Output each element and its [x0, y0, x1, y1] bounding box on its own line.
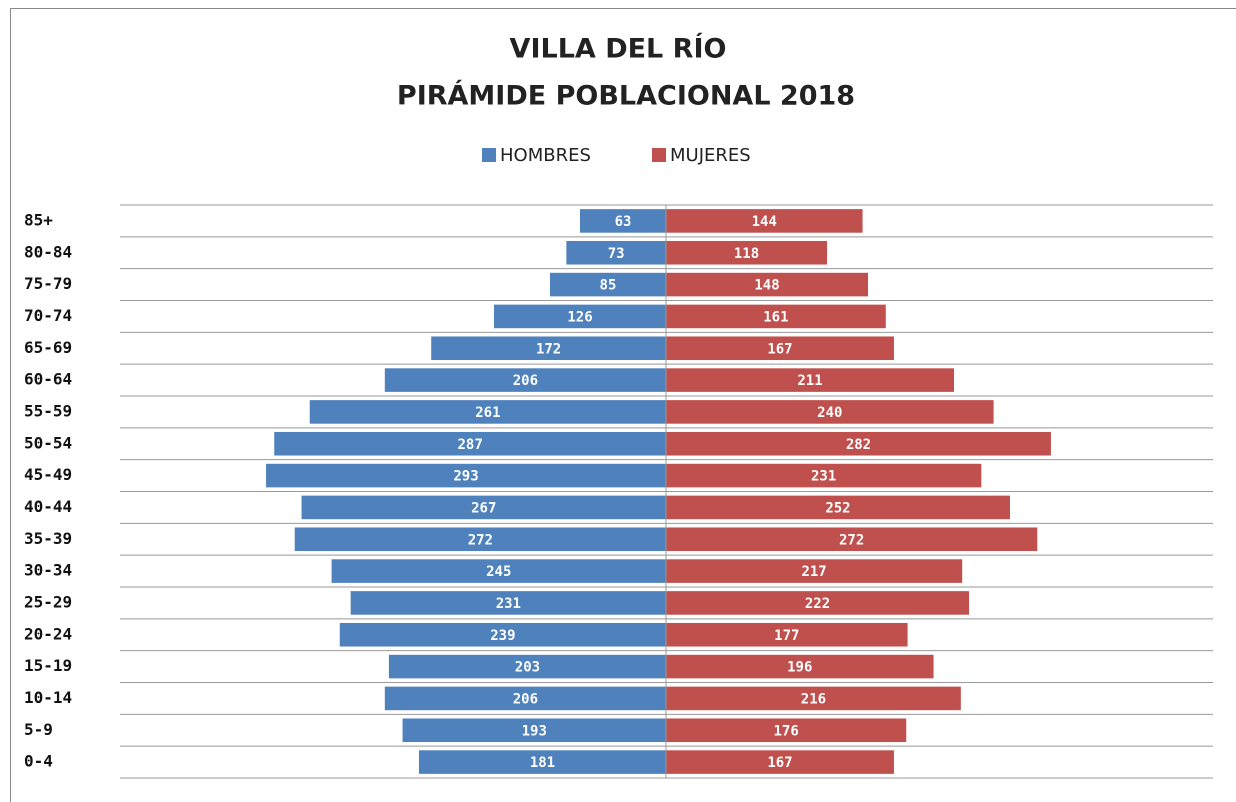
bar	[666, 400, 994, 424]
bar	[418, 750, 666, 774]
bar	[384, 368, 666, 392]
bar	[666, 209, 863, 233]
data-label: 85	[600, 278, 617, 294]
data-label: 211	[797, 373, 822, 389]
data-label: 177	[774, 628, 799, 644]
bar	[666, 622, 908, 647]
y-tick-label: 60-64	[24, 370, 72, 389]
bar	[266, 463, 666, 488]
data-label: 267	[471, 500, 496, 516]
data-label: 240	[817, 405, 842, 421]
y-tick-label: 65-69	[24, 338, 72, 357]
data-label: 196	[787, 660, 812, 676]
bar	[666, 304, 886, 329]
data-label: 272	[468, 532, 493, 548]
bar	[494, 304, 666, 329]
data-label: 206	[513, 373, 538, 389]
bar	[294, 527, 666, 552]
data-label: 203	[515, 660, 540, 676]
bar	[666, 559, 963, 583]
data-label: 167	[767, 341, 792, 357]
y-tick-label: 45-49	[24, 465, 72, 484]
bar	[301, 495, 666, 520]
data-label: 216	[801, 691, 826, 707]
data-label: 118	[734, 246, 759, 262]
data-label: 193	[522, 723, 547, 739]
data-label: 293	[453, 469, 478, 485]
data-label: 144	[752, 214, 777, 230]
data-label: 252	[825, 500, 850, 516]
chart-subtitle: PIRÁMIDE POBLACIONAL 2018	[397, 80, 855, 112]
bar	[666, 750, 894, 774]
data-label: 217	[801, 564, 826, 580]
legend-label: MUJERES	[670, 145, 751, 166]
y-tick-label: 25-29	[24, 592, 72, 611]
bar	[666, 431, 1051, 456]
data-label: 148	[754, 278, 779, 294]
bar	[331, 559, 666, 583]
data-label: 172	[536, 341, 561, 357]
data-label: 126	[567, 309, 592, 325]
bar	[666, 240, 828, 265]
y-tick-label: 30-34	[24, 561, 72, 580]
y-tick-label: 80-84	[24, 242, 72, 261]
y-tick-label: 10-14	[24, 688, 72, 707]
bar	[549, 272, 666, 297]
bar	[350, 591, 666, 615]
bar	[666, 718, 907, 743]
chart-title: VILLA DEL RÍO	[510, 33, 727, 65]
data-label: 245	[486, 564, 511, 580]
data-label: 73	[608, 246, 625, 262]
data-label: 222	[805, 596, 830, 612]
data-label: 231	[496, 596, 521, 612]
y-tick-label: 15-19	[24, 656, 72, 675]
bar	[666, 527, 1038, 552]
bar	[384, 686, 666, 711]
y-tick-label: 0-4	[24, 752, 53, 771]
bar	[666, 686, 961, 711]
data-label: 161	[763, 309, 788, 325]
data-label: 261	[475, 405, 500, 421]
data-label: 231	[811, 469, 836, 485]
data-label: 167	[767, 755, 792, 771]
y-tick-label: 20-24	[24, 624, 72, 643]
bar	[666, 272, 869, 297]
legend-label: HOMBRES	[500, 145, 591, 166]
bar	[388, 654, 666, 679]
bar	[580, 209, 666, 233]
bar	[666, 654, 934, 679]
bar	[339, 622, 666, 647]
bar	[666, 463, 982, 488]
bar	[309, 400, 666, 424]
bar	[566, 240, 666, 265]
bar	[666, 495, 1010, 520]
bar	[274, 431, 666, 456]
chart-border	[10, 8, 1236, 802]
y-tick-label: 40-44	[24, 497, 72, 516]
y-tick-label: 85+	[24, 210, 53, 229]
data-label: 272	[839, 532, 864, 548]
data-label: 282	[846, 437, 871, 453]
bar	[666, 368, 955, 392]
y-tick-label: 55-59	[24, 401, 72, 420]
data-label: 63	[615, 214, 632, 230]
y-tick-label: 70-74	[24, 306, 72, 325]
bar	[666, 336, 894, 361]
y-tick-label: 75-79	[24, 274, 72, 293]
bar	[431, 336, 666, 361]
data-label: 206	[513, 691, 538, 707]
legend-swatch	[652, 148, 666, 162]
y-tick-label: 50-54	[24, 433, 72, 452]
y-tick-label: 35-39	[24, 529, 72, 548]
bar	[402, 718, 666, 743]
data-label: 181	[530, 755, 555, 771]
y-tick-label: 5-9	[24, 720, 53, 739]
bar	[666, 591, 970, 615]
data-label: 287	[457, 437, 482, 453]
data-label: 239	[490, 628, 515, 644]
legend-swatch	[482, 148, 496, 162]
data-label: 176	[773, 723, 798, 739]
